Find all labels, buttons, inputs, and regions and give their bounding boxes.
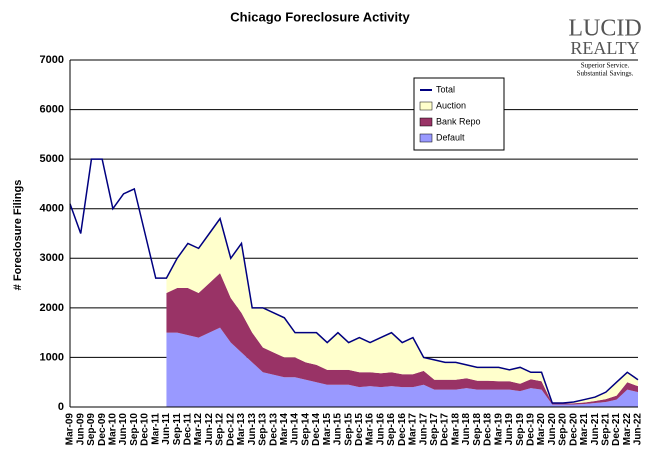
- x-tick-label: Jun-10: [118, 413, 129, 446]
- legend-label: Bank Repo: [436, 116, 481, 126]
- y-tick-label: 4000: [40, 203, 64, 215]
- x-tick-label: Sep-21: [600, 413, 611, 446]
- x-tick-label: Jun-12: [204, 413, 215, 446]
- x-tick-label: Mar-20: [536, 413, 547, 446]
- legend-label: Auction: [436, 100, 466, 110]
- legend-label: Default: [436, 132, 465, 142]
- x-tick-label: Mar-10: [108, 413, 119, 446]
- x-tick-label: Sep-19: [515, 413, 526, 446]
- y-tick-label: 2000: [40, 302, 64, 314]
- x-tick-label: Jun-15: [333, 413, 344, 446]
- x-tick-label: Jun-17: [418, 413, 429, 446]
- x-tick-label: Sep-12: [215, 413, 226, 446]
- x-tick-label: Mar-19: [493, 413, 504, 446]
- x-tick-label: Dec-20: [568, 413, 579, 446]
- x-tick-label: Dec-16: [397, 413, 408, 446]
- x-tick-label: Mar-09: [65, 413, 76, 446]
- area: [166, 327, 639, 407]
- x-tick-label: Dec-18: [483, 413, 494, 446]
- x-tick-label: Jun-11: [161, 413, 172, 445]
- x-tick-label: Jun-20: [547, 413, 558, 446]
- x-tick-label: Jun-09: [75, 413, 86, 446]
- x-tick-label: Mar-16: [365, 413, 376, 446]
- x-tick-label: Mar-13: [236, 413, 247, 446]
- x-tick-label: Mar-15: [322, 413, 333, 446]
- legend-swatch: [419, 133, 433, 143]
- x-tick-label: Sep-18: [472, 413, 483, 446]
- x-tick-label: Dec-11: [183, 413, 194, 446]
- logo-name: REALTY: [570, 38, 639, 58]
- x-tick-label: Dec-10: [140, 413, 151, 446]
- x-tick-label: Jun-21: [590, 413, 601, 446]
- x-tick-label: Sep-20: [558, 413, 569, 446]
- x-tick-label: Dec-13: [268, 413, 279, 446]
- x-tick-label: Dec-21: [611, 413, 622, 446]
- x-tick-label: Dec-19: [525, 413, 536, 446]
- logo-name: LUCID: [568, 16, 641, 42]
- logo-tagline: Substantial Savings.: [577, 70, 634, 78]
- x-tick-label: Mar-12: [193, 413, 204, 446]
- area: [166, 273, 639, 405]
- total-line: [69, 158, 639, 404]
- x-tick-label: Dec-17: [440, 413, 451, 446]
- x-tick-label: Dec-14: [311, 413, 322, 446]
- x-tick-label: Sep-15: [343, 413, 354, 446]
- x-tick-label: Dec-12: [225, 413, 236, 446]
- x-tick-label: Sep-17: [429, 413, 440, 446]
- logo-tagline: Superior Service.: [581, 62, 630, 70]
- x-tick-label: Jun-16: [375, 413, 386, 446]
- x-tick-label: Mar-11: [150, 413, 161, 445]
- y-tick-label: 0: [58, 401, 64, 413]
- x-tick-label: Jun-22: [633, 413, 644, 446]
- x-tick-label: Mar-17: [408, 413, 419, 446]
- y-tick-label: 5000: [40, 153, 64, 165]
- x-tick-label: Jun-13: [247, 413, 258, 446]
- y-tick-label: 3000: [40, 252, 64, 264]
- x-tick-label: Dec-15: [354, 413, 365, 446]
- y-tick-label: 6000: [40, 103, 64, 115]
- x-tick-label: Mar-14: [279, 413, 290, 446]
- x-tick-label: Jun-18: [461, 413, 472, 446]
- x-tick-label: Mar-18: [450, 413, 461, 446]
- x-tick-label: Mar-21: [579, 413, 590, 446]
- x-tick-label: Sep-10: [129, 413, 140, 446]
- x-tick-label: Sep-16: [386, 413, 397, 446]
- x-tick-label: Mar-22: [622, 413, 633, 446]
- x-tick-label: Sep-14: [300, 413, 311, 446]
- y-axis-label: # Foreclosure Filings: [12, 180, 24, 291]
- area: [166, 218, 639, 404]
- legend-swatch: [419, 101, 433, 111]
- x-tick-label: Sep-13: [258, 413, 269, 446]
- x-tick-label: Jun-19: [504, 413, 515, 446]
- x-tick-label: Dec-09: [97, 413, 108, 446]
- x-tick-label: Jun-14: [290, 413, 301, 446]
- x-tick-label: Sep-11: [172, 413, 183, 446]
- chart-title: Chicago Foreclosure Activity: [230, 9, 410, 24]
- legend-swatch: [419, 117, 433, 127]
- legend-label: Total: [436, 84, 455, 94]
- y-tick-label: 7000: [40, 54, 64, 66]
- x-tick-label: Sep-09: [86, 413, 97, 446]
- y-tick-label: 1000: [40, 351, 64, 363]
